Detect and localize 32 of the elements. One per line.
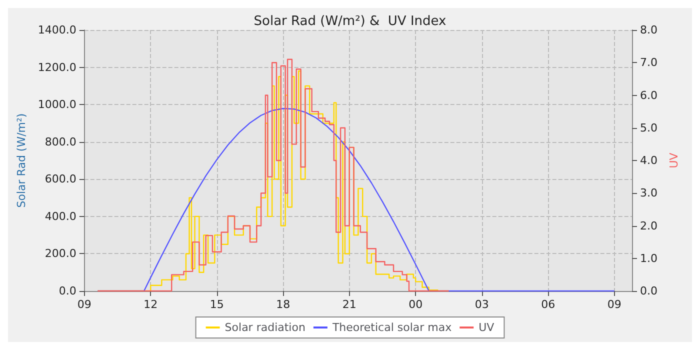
y2-tick-label: 2.0	[640, 219, 658, 232]
y2-tick-label: 3.0	[640, 186, 658, 200]
y-tick-label: 1000.0	[38, 98, 76, 112]
x-tick-label: 03	[474, 298, 489, 311]
chart-title: Solar Rad (W/m²) & UV Index	[254, 14, 447, 29]
y2-tick-label: 0.0	[640, 284, 658, 298]
y-axis-title: Solar Rad (W/m²)	[15, 113, 28, 208]
x-tick-label: 12	[144, 298, 158, 311]
x-tick-label: 15	[210, 298, 224, 311]
y2-tick-label: 1.0	[640, 252, 658, 265]
y-tick-label: 1400.0	[38, 24, 76, 36]
y2-tick-label: 7.0	[640, 56, 658, 70]
x-tick-label: 18	[276, 298, 290, 311]
y-tick-label: 600.0	[44, 172, 76, 186]
y2-tick-label: 4.0	[640, 154, 658, 167]
y-tick-label: 800.0	[44, 135, 76, 148]
legend-label: Solar radiation	[224, 321, 306, 334]
x-tick-label: 09	[77, 298, 92, 311]
x-tick-label: 06	[541, 298, 556, 311]
y-tick-label: 200.0	[44, 247, 76, 260]
x-tick-label: 09	[607, 298, 622, 311]
legend-label: UV	[478, 321, 495, 334]
x-tick-label: 21	[342, 298, 356, 311]
x-tick-label: 00	[408, 298, 423, 311]
y2-tick-label: 8.0	[640, 24, 658, 36]
y2-tick-label: 6.0	[640, 88, 658, 102]
legend-label: Theoretical solar max	[331, 321, 452, 334]
y-tick-label: 400.0	[44, 210, 76, 223]
y2-axis-title: UV	[667, 152, 680, 168]
y2-tick-label: 5.0	[640, 121, 658, 134]
y-tick-label: 1200.0	[38, 60, 76, 74]
y-tick-label: 0.0	[58, 284, 76, 298]
